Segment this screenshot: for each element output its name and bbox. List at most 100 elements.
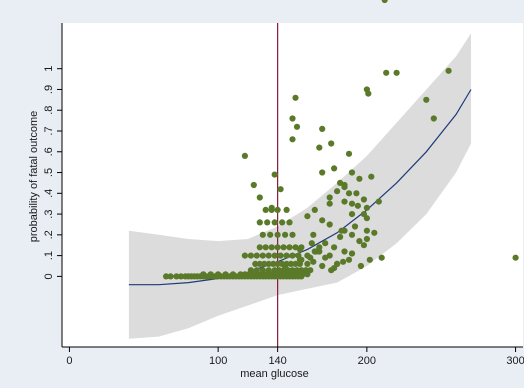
- data-point: [368, 173, 375, 180]
- data-point: [256, 194, 263, 201]
- data-point: [265, 267, 272, 274]
- data-point: [271, 267, 278, 274]
- data-point: [293, 123, 301, 130]
- data-point: [308, 240, 315, 247]
- data-point: [331, 244, 338, 251]
- data-point: [326, 194, 333, 201]
- scatter-points-layer: [163, 0, 519, 280]
- data-point: [304, 213, 311, 220]
- data-point: [250, 181, 257, 189]
- data-point: [345, 256, 353, 263]
- data-point: [268, 204, 275, 211]
- data-point: [363, 235, 370, 243]
- data-point: [445, 67, 452, 74]
- data-point: [345, 150, 353, 157]
- data-point: [348, 250, 356, 257]
- data-point: [177, 273, 185, 280]
- data-point: [265, 252, 272, 259]
- data-point: [357, 262, 364, 270]
- data-point: [302, 267, 309, 274]
- data-point: [256, 244, 263, 251]
- data-point: [365, 90, 372, 97]
- data-point: [304, 260, 311, 267]
- data-point: [304, 252, 311, 259]
- data-point: [167, 273, 174, 280]
- data-point: [345, 190, 353, 197]
- data-point: [341, 227, 348, 234]
- data-point: [271, 252, 278, 259]
- data-point: [316, 244, 323, 251]
- y-tick-label: .7: [43, 126, 55, 135]
- data-point: [289, 252, 296, 259]
- data-point: [341, 184, 348, 191]
- y-axis-title: probability of fatal outcome: [28, 111, 40, 242]
- axes-layer: 0 100 140 200 300 0 .1 .2 .3 .4 .5 .6 .7 .8 .9 1: [43, 23, 524, 367]
- data-point: [265, 260, 272, 267]
- fit-curve-line: [128, 89, 472, 286]
- data-point: [241, 271, 248, 278]
- data-point: [348, 200, 356, 207]
- data-point: [363, 204, 370, 211]
- y-tick-label: .1: [43, 251, 55, 260]
- data-point: [360, 196, 367, 203]
- data-point: [274, 260, 281, 267]
- y-tick-label: 1: [43, 66, 55, 72]
- data-point: [173, 273, 180, 280]
- data-point: [319, 125, 326, 132]
- data-point: [289, 136, 296, 143]
- data-point: [337, 233, 344, 240]
- x-axis-title: mean glucose: [240, 368, 309, 380]
- data-point: [274, 244, 281, 251]
- data-point: [296, 256, 303, 263]
- data-point: [271, 171, 278, 178]
- data-point: [270, 260, 277, 267]
- data-point: [337, 179, 344, 186]
- data-point: [287, 260, 295, 267]
- data-point: [340, 258, 347, 265]
- data-point: [378, 254, 385, 261]
- data-point: [348, 211, 356, 218]
- data-point: [282, 231, 289, 238]
- data-point: [334, 188, 341, 195]
- y-tick-label: .4: [43, 189, 55, 198]
- data-point: [310, 258, 317, 265]
- data-point: [277, 252, 284, 259]
- data-point: [163, 273, 170, 280]
- data-point: [252, 260, 259, 267]
- data-point: [341, 198, 348, 205]
- data-point: [328, 267, 335, 274]
- data-point: [292, 260, 299, 267]
- data-point: [293, 267, 301, 274]
- data-point: [274, 206, 281, 213]
- data-point: [262, 244, 269, 251]
- data-point: [360, 242, 367, 249]
- data-point: [241, 252, 248, 259]
- data-point: [366, 256, 373, 263]
- x-tick-label: 140: [268, 355, 286, 367]
- data-point: [512, 254, 519, 261]
- data-point: [259, 252, 266, 259]
- data-point: [316, 144, 323, 151]
- data-point: [261, 260, 268, 267]
- data-point: [430, 115, 437, 122]
- confidence-band: [128, 33, 471, 339]
- data-point: [326, 221, 333, 228]
- data-point: [276, 267, 283, 274]
- y-tick-label: .2: [43, 230, 55, 239]
- x-tick-label: 200: [358, 355, 376, 367]
- y-tick-label: .3: [43, 210, 55, 219]
- data-point: [215, 271, 222, 278]
- data-point: [267, 231, 274, 238]
- data-point: [351, 223, 359, 230]
- data-point: [371, 229, 378, 236]
- data-point: [307, 267, 314, 274]
- data-point: [259, 267, 266, 274]
- data-point: [423, 96, 430, 103]
- data-point: [348, 169, 356, 176]
- data-point: [264, 219, 271, 226]
- data-point: [286, 244, 293, 251]
- data-point: [310, 231, 317, 238]
- data-point: [247, 252, 254, 259]
